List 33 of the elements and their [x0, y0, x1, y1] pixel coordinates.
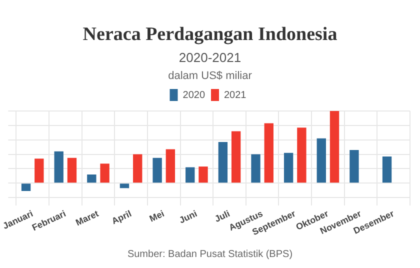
bar — [21, 184, 31, 192]
bar — [297, 128, 306, 183]
bar — [350, 150, 359, 183]
x-tick-label: April — [110, 208, 133, 226]
bar — [251, 154, 260, 183]
chart-title: Neraca Perdagangan Indonesia — [82, 24, 338, 46]
x-tick-label: Juni — [178, 208, 199, 226]
bar — [330, 111, 340, 183]
bar — [100, 164, 110, 183]
bar — [166, 149, 176, 183]
bar — [87, 174, 96, 183]
bar — [316, 138, 326, 183]
y-axis-title: dalam US$ miliar — [167, 69, 253, 83]
bar — [152, 158, 162, 183]
x-tick-label: Maret — [74, 208, 100, 228]
legend-label: 2021 — [224, 90, 247, 101]
bar — [34, 158, 44, 183]
text: Sumber: Badan Pusat Statistik (BPS) — [126, 249, 294, 260]
bar — [67, 158, 77, 183]
bar — [186, 167, 195, 183]
bar — [54, 151, 64, 183]
bar — [133, 154, 142, 183]
bar — [284, 152, 294, 183]
x-tick-label: Juli — [213, 208, 232, 224]
chart-subtitle: 2020-2021 — [178, 50, 242, 66]
bar — [231, 131, 241, 183]
bar — [264, 123, 274, 183]
bar — [218, 142, 228, 183]
x-tick-label: Mei — [148, 208, 166, 224]
legend-label: 2020 — [182, 90, 206, 101]
bar — [382, 156, 392, 183]
bar — [198, 166, 208, 183]
bar — [120, 184, 130, 188]
